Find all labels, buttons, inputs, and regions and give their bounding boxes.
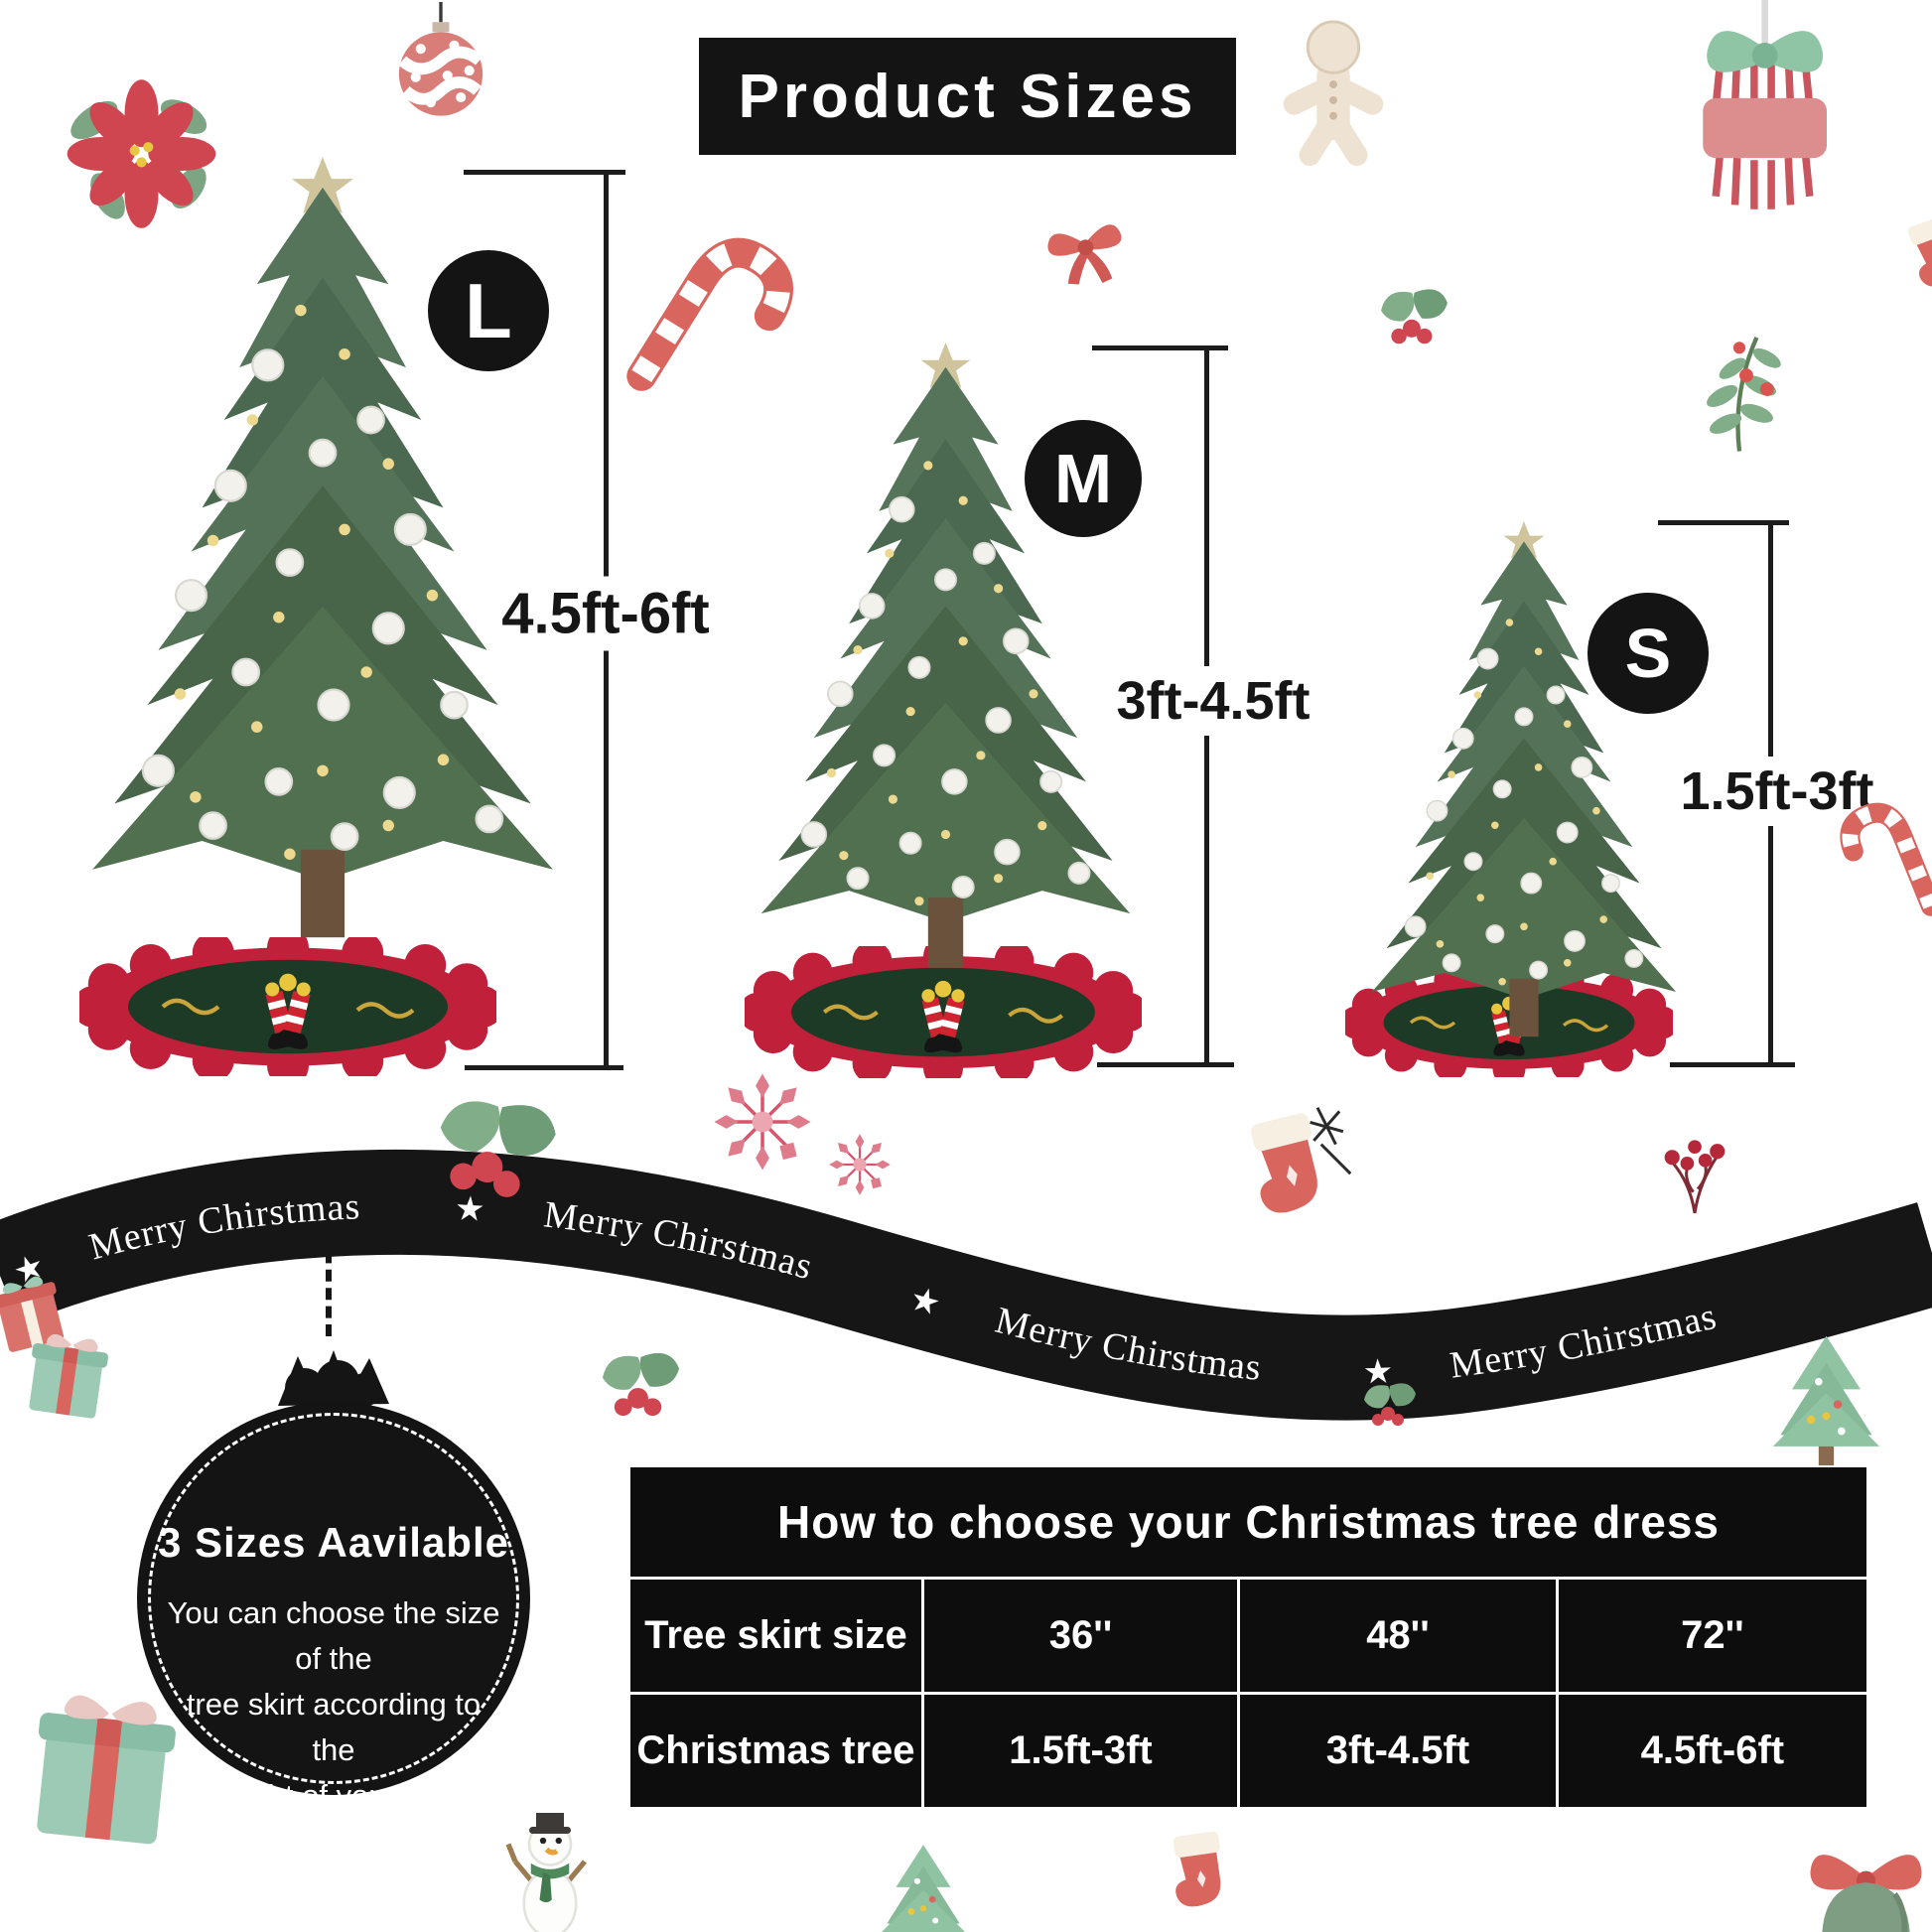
dim-tick-top-l: [464, 170, 625, 175]
pine-tree-icon: [878, 1839, 969, 1932]
stocking-icon: [1147, 1818, 1245, 1928]
dashed-ring: [148, 1413, 519, 1784]
holly-icon: [1358, 1376, 1422, 1432]
row-label: Christmas tree: [636, 1728, 915, 1772]
bell-gift-icon: [1799, 1833, 1932, 1932]
ribbon-star-icon: ★: [454, 1188, 486, 1230]
table-cell: 36'': [920, 1580, 1237, 1692]
stocking-icon: [1881, 200, 1932, 311]
ornament-fringe-icon: [278, 1350, 389, 1408]
ornament-string: [326, 1233, 332, 1336]
page-title: Product Sizes: [699, 38, 1236, 155]
dim-tick-bottom-l: [465, 1065, 623, 1070]
height-range-m: 3ft-4.5ft: [1106, 666, 1320, 736]
dim-tick-top-m: [1092, 345, 1228, 350]
snowflake-icon: [827, 1132, 893, 1197]
red-bow-icon: [1035, 207, 1138, 296]
holly-icon: [415, 1073, 576, 1220]
table-cell: 72'': [1555, 1580, 1866, 1692]
height-range-l: 4.5ft-6ft: [491, 576, 720, 651]
merry-christmas-ribbon: ★ Merry Chirstmas ★ Merry Chirstmas ★ Me…: [0, 1149, 1932, 1421]
row-label: Tree skirt size: [644, 1613, 907, 1657]
table-cell: 48'': [1237, 1580, 1556, 1692]
size-badge-s: S: [1587, 593, 1709, 714]
dim-tick-bottom-m: [1097, 1062, 1234, 1067]
gift-box-icon: [13, 1672, 194, 1859]
size-badge-l: L: [428, 250, 549, 371]
table-row-skirt-size: Tree skirt size 36'' 48'' 72'': [630, 1577, 1866, 1692]
size-table: How to choose your Christmas tree dress …: [630, 1467, 1866, 1807]
berries-icon: [1656, 1132, 1733, 1216]
dim-tick-bottom-s: [1670, 1062, 1795, 1067]
table-cell: 3ft-4.5ft: [1237, 1695, 1556, 1807]
size-badge-m: M: [1025, 420, 1142, 537]
height-range-s: 1.5ft-3ft: [1670, 757, 1884, 826]
gingerbread-icon: [1273, 18, 1394, 167]
mistletoe-sprig-icon: [1686, 324, 1793, 455]
snowman-icon: [494, 1813, 606, 1932]
hanging-ornament-icon: [1676, 0, 1850, 213]
svg-text:★: ★: [454, 1188, 487, 1230]
table-cell: 1.5ft-3ft: [920, 1695, 1237, 1807]
poinsettia-icon: [50, 69, 233, 238]
holly-icon: [594, 1342, 688, 1425]
holly-icon: [1372, 280, 1456, 351]
table-row-tree-height: Christmas tree 1.5ft-3ft 3ft-4.5ft 4.5ft…: [630, 1692, 1866, 1807]
size-table-title: How to choose your Christmas tree dress: [776, 1496, 1721, 1548]
table-cell: 4.5ft-6ft: [1555, 1695, 1866, 1807]
snowflake-icon: [711, 1070, 814, 1173]
gift-box-icon: [16, 1320, 119, 1427]
polka-ornament-icon: [385, 2, 496, 119]
pine-tree-icon: [1769, 1328, 1883, 1465]
stocking-icon: [1243, 1107, 1352, 1218]
sizes-available-badge: 3 Sizes Aavilable You can choose the siz…: [137, 1402, 530, 1813]
dim-tick-top-s: [1658, 520, 1789, 525]
